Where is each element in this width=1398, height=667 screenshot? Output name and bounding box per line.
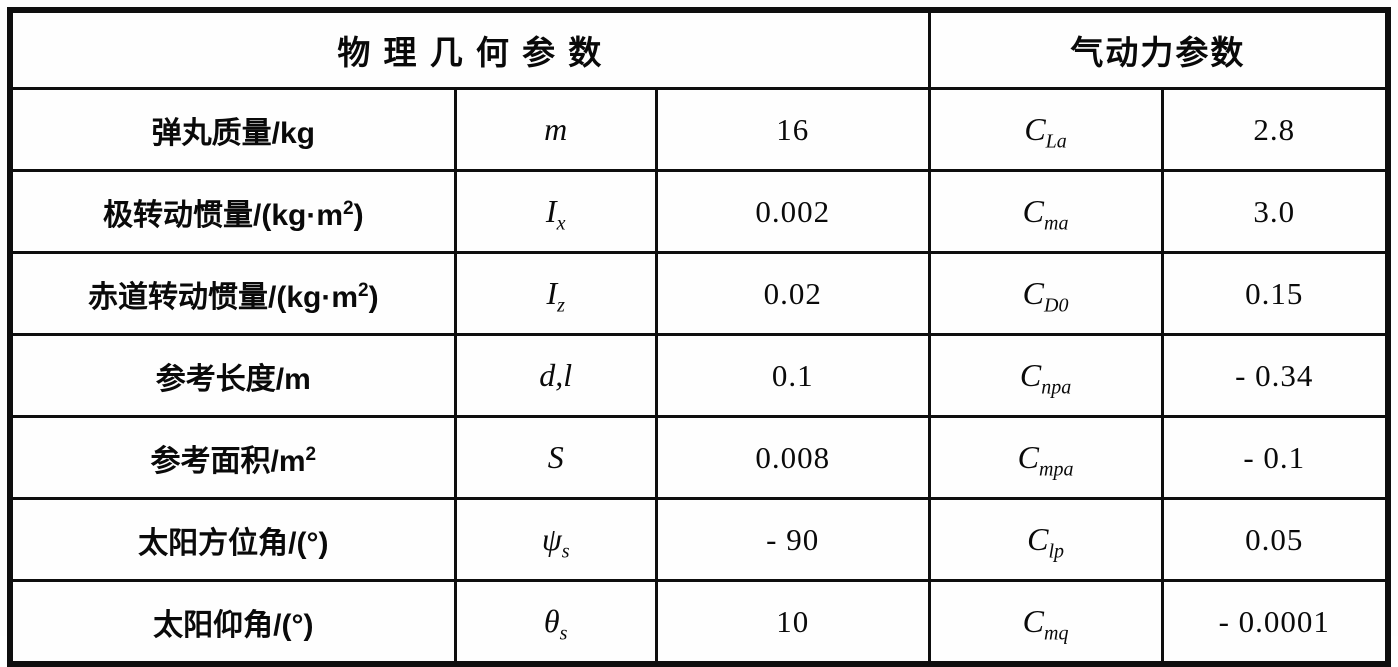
param-symbol: θs: [453, 579, 658, 666]
param-label: 极转动惯量/(kg·m2): [8, 169, 457, 254]
param-label: 参考长度/m: [8, 333, 457, 418]
param-symbol: m: [453, 87, 658, 172]
param-value: - 90: [654, 497, 931, 582]
aero-symbol-main: C: [1027, 521, 1049, 557]
param-label-text: 太阳仰角/(°): [153, 608, 314, 642]
aero-symbol-subscript: mpa: [1039, 458, 1074, 481]
param-symbol-main: I: [545, 193, 557, 229]
aero-coefficient-symbol: Cmq: [927, 579, 1164, 666]
param-value: 10: [654, 579, 931, 666]
param-label-text: 弹丸质量/kg: [151, 116, 315, 150]
table-row: 赤道转动惯量/(kg·m2) Iz 0.02 CD0 0.15: [8, 251, 1390, 336]
param-label-text: 极转动惯量/(kg·m: [103, 198, 343, 232]
table-row: 太阳方位角/(°) ψs - 90 Clp 0.05: [8, 497, 1390, 582]
aero-symbol-main: C: [1017, 439, 1039, 475]
aero-symbol-main: C: [1022, 603, 1044, 639]
aero-coefficient-value: 2.8: [1160, 87, 1390, 172]
param-value: 16: [654, 87, 931, 172]
aero-coefficient-value: 0.15: [1160, 251, 1390, 336]
param-label: 赤道转动惯量/(kg·m2): [8, 251, 457, 336]
aero-coefficient-symbol: CD0: [927, 251, 1164, 336]
aero-coefficient-value: 3.0: [1160, 169, 1390, 254]
param-symbol-main: ψ: [541, 521, 562, 557]
physical-geometry-params-header: 物 理 几 何 参 数: [8, 8, 931, 90]
param-label-suffix: ): [368, 280, 379, 314]
aero-coefficient-value: - 0.1: [1160, 415, 1390, 500]
aero-coefficient-value: - 0.34: [1160, 333, 1390, 418]
aero-symbol-subscript: D0: [1044, 294, 1069, 317]
aero-coefficient-symbol: CLa: [927, 87, 1164, 172]
aero-symbol-main: C: [1024, 111, 1046, 147]
table-row: 太阳仰角/(°) θs 10 Cmq - 0.0001: [8, 579, 1390, 666]
aero-coefficient-symbol: Cnpa: [927, 333, 1164, 418]
parameters-table: 物 理 几 何 参 数 气动力参数 弹丸质量/kg m 16 CLa 2.8 极…: [7, 7, 1391, 667]
param-symbol-main: I: [546, 275, 558, 311]
aero-coefficient-value: 0.05: [1160, 497, 1390, 582]
aero-coefficient-value: - 0.0001: [1160, 579, 1390, 666]
param-label-text: 参考长度/m: [155, 362, 311, 396]
param-label: 参考面积/m2: [8, 415, 457, 500]
table-row: 参考长度/m d,l 0.1 Cnpa - 0.34: [8, 333, 1390, 418]
param-label: 太阳方位角/(°): [8, 497, 457, 582]
header-row: 物 理 几 何 参 数 气动力参数: [8, 8, 1390, 90]
param-symbol: Iz: [453, 251, 658, 336]
param-symbol: d,l: [453, 333, 658, 418]
param-label-superscript: 2: [343, 197, 354, 219]
aero-symbol-subscript: ma: [1044, 212, 1069, 235]
table-row: 极转动惯量/(kg·m2) Ix 0.002 Cma 3.0: [8, 169, 1390, 254]
aero-coefficient-symbol: Cma: [927, 169, 1164, 254]
param-label: 太阳仰角/(°): [8, 579, 457, 666]
table-row: 参考面积/m2 S 0.008 Cmpa - 0.1: [8, 415, 1390, 500]
param-symbol-main: θ: [543, 603, 560, 639]
aero-symbol-main: C: [1022, 275, 1044, 311]
param-symbol-main: S: [547, 439, 564, 475]
aero-symbol-main: C: [1019, 357, 1042, 393]
param-label-suffix: ): [353, 198, 364, 232]
param-value: 0.002: [654, 169, 931, 254]
param-value: 0.02: [654, 251, 931, 336]
param-label-text: 参考面积/m: [150, 444, 306, 478]
aero-symbol-main: C: [1022, 193, 1044, 229]
param-label-text: 赤道转动惯量/(kg·m: [88, 280, 358, 314]
aero-symbol-subscript: lp: [1048, 540, 1065, 563]
param-symbol-subscript: z: [557, 294, 565, 317]
table-row: 弹丸质量/kg m 16 CLa 2.8: [8, 87, 1390, 172]
aero-symbol-subscript: La: [1045, 130, 1067, 153]
param-symbol: S: [453, 415, 658, 500]
param-symbol: Ix: [453, 169, 658, 254]
param-symbol-subscript: x: [556, 212, 566, 235]
aero-coefficient-symbol: Cmpa: [927, 415, 1164, 500]
param-value: 0.1: [654, 333, 931, 418]
aero-symbol-subscript: mq: [1044, 622, 1069, 645]
param-symbol-subscript: s: [559, 622, 568, 645]
aerodynamic-params-header: 气动力参数: [927, 8, 1390, 90]
aero-symbol-subscript: npa: [1041, 376, 1072, 399]
param-label-superscript: 2: [305, 443, 317, 465]
param-symbol-subscript: s: [561, 540, 570, 563]
scanned-document-page: 物 理 几 何 参 数 气动力参数 弹丸质量/kg m 16 CLa 2.8 极…: [7, 7, 1391, 667]
param-symbol-main: m: [544, 111, 568, 147]
param-label: 弹丸质量/kg: [8, 87, 457, 172]
param-label-superscript: 2: [358, 279, 369, 301]
param-symbol-main: d,l: [539, 357, 573, 393]
param-symbol: ψs: [453, 497, 658, 582]
param-value: 0.008: [654, 415, 931, 500]
param-label-text: 太阳方位角/(°): [138, 526, 329, 560]
aero-coefficient-symbol: Clp: [927, 497, 1164, 582]
